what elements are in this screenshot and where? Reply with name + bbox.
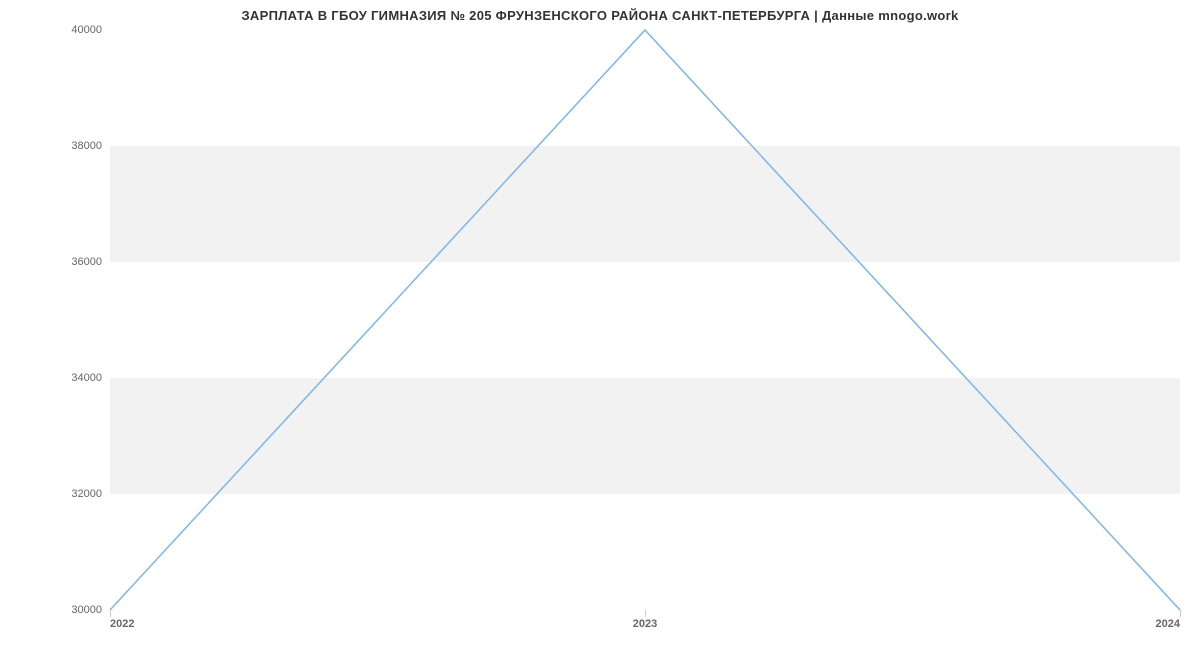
x-tick-mark (110, 610, 111, 617)
x-tick-label: 2022 (110, 618, 134, 630)
y-tick-label: 34000 (71, 372, 102, 384)
x-tick-mark (1180, 610, 1181, 617)
x-tick-label: 2023 (633, 618, 657, 630)
y-tick-label: 32000 (71, 488, 102, 500)
y-tick-label: 38000 (71, 140, 102, 152)
y-tick-label: 30000 (71, 604, 102, 616)
x-tick-mark (645, 610, 646, 617)
plot-area: 3000032000340003600038000400002022202320… (110, 30, 1180, 610)
salary-chart: ЗАРПЛАТА В ГБОУ ГИМНАЗИЯ № 205 ФРУНЗЕНСК… (0, 0, 1200, 650)
chart-title: ЗАРПЛАТА В ГБОУ ГИМНАЗИЯ № 205 ФРУНЗЕНСК… (0, 8, 1200, 23)
y-tick-label: 36000 (71, 256, 102, 268)
y-tick-label: 40000 (71, 24, 102, 36)
x-tick-label: 2024 (1156, 618, 1180, 630)
line-series (110, 30, 1180, 610)
